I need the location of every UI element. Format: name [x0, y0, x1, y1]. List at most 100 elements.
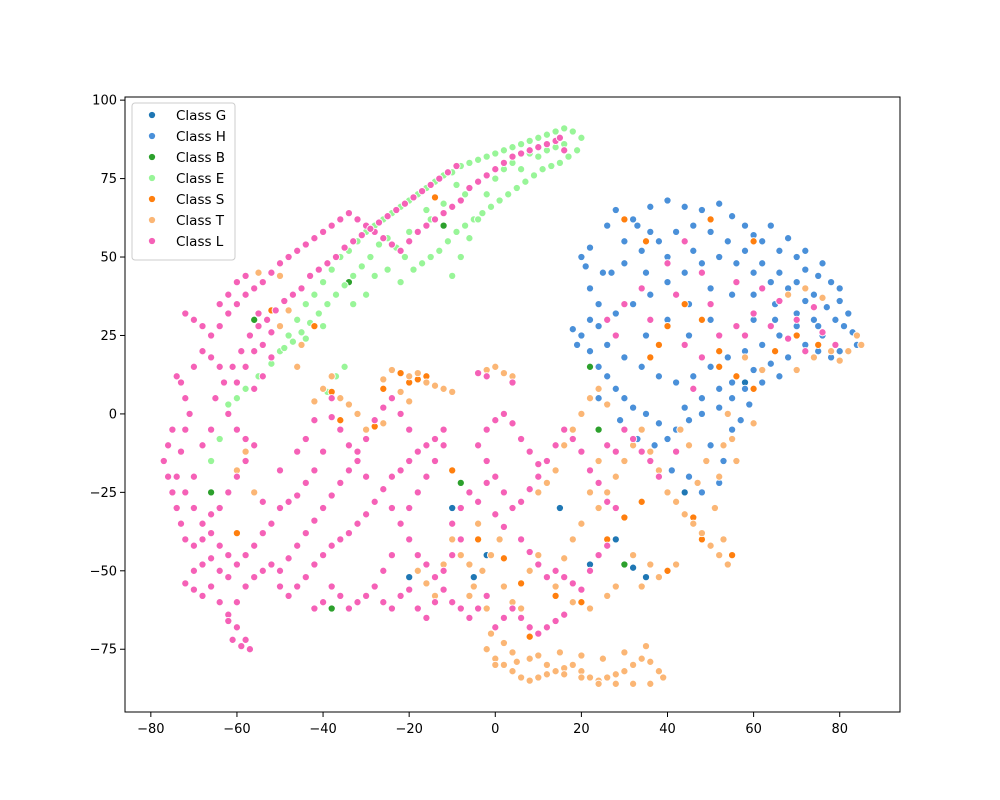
data-point — [517, 579, 526, 588]
data-point — [611, 447, 620, 456]
data-point — [353, 519, 362, 528]
data-point — [697, 205, 706, 215]
data-point — [396, 278, 405, 287]
data-point — [499, 409, 508, 418]
data-point — [159, 456, 168, 466]
data-point — [534, 651, 543, 660]
data-point — [164, 472, 173, 481]
series-class-l — [159, 133, 840, 654]
data-point — [456, 551, 465, 560]
data-point — [809, 290, 818, 299]
data-point — [482, 152, 491, 161]
data-point — [758, 259, 767, 268]
data-point — [215, 300, 224, 309]
data-point — [585, 488, 595, 497]
data-point — [280, 296, 289, 306]
data-point — [258, 529, 267, 538]
data-point — [646, 290, 655, 299]
data-point — [646, 657, 655, 666]
data-point — [616, 416, 625, 425]
data-point — [443, 237, 452, 246]
data-point — [551, 127, 560, 136]
data-point — [637, 246, 646, 255]
data-point — [349, 271, 358, 280]
data-point — [301, 573, 310, 582]
data-point — [740, 246, 750, 255]
data-point — [474, 215, 483, 224]
data-point — [706, 284, 715, 293]
data-point — [250, 347, 259, 356]
data-point — [525, 654, 534, 663]
data-point — [611, 309, 620, 318]
data-point — [594, 503, 603, 513]
data-point — [258, 278, 267, 287]
data-point — [465, 234, 474, 243]
data-point — [405, 372, 414, 381]
data-point — [637, 284, 646, 293]
data-point — [603, 497, 612, 506]
data-point — [198, 519, 207, 528]
data-point — [396, 387, 405, 396]
data-point — [491, 174, 500, 183]
data-point — [176, 378, 186, 387]
data-point — [801, 347, 810, 356]
data-point — [525, 566, 534, 575]
data-point — [422, 441, 431, 450]
data-point — [689, 384, 698, 393]
data-point — [784, 234, 793, 243]
data-point — [542, 670, 551, 679]
data-point — [405, 425, 414, 434]
data-point — [697, 488, 706, 497]
data-point — [456, 252, 465, 262]
data-point — [745, 400, 754, 409]
data-point — [663, 196, 672, 205]
data-point — [168, 488, 177, 497]
data-point — [499, 522, 508, 531]
data-point — [215, 322, 224, 331]
data-point — [499, 582, 508, 591]
data-point — [319, 322, 328, 331]
data-point — [732, 278, 741, 287]
data-point — [654, 372, 663, 381]
data-point — [697, 394, 706, 403]
data-point — [215, 503, 224, 513]
data-point — [469, 573, 478, 582]
data-point — [198, 560, 207, 569]
data-point — [336, 425, 345, 434]
data-point — [482, 190, 491, 199]
data-point — [594, 300, 603, 309]
data-point — [732, 259, 741, 268]
data-point — [491, 623, 500, 632]
data-point — [517, 613, 526, 622]
data-point — [577, 447, 586, 456]
data-point — [728, 425, 737, 434]
data-point — [555, 503, 564, 513]
data-point — [426, 252, 435, 262]
data-point — [275, 259, 285, 268]
data-point — [758, 378, 767, 387]
data-point — [508, 152, 517, 161]
data-point — [168, 425, 177, 434]
data-point — [650, 441, 659, 450]
data-point — [715, 252, 724, 262]
data-point — [405, 503, 414, 513]
data-point — [499, 554, 508, 563]
data-point — [486, 551, 496, 560]
data-point — [542, 140, 551, 149]
y-tick-label: −25 — [90, 486, 117, 501]
data-point — [525, 632, 534, 641]
data-point — [525, 136, 534, 145]
y-tick-label: 25 — [100, 329, 117, 344]
data-point — [250, 441, 259, 450]
series-class-t — [232, 268, 866, 688]
data-point — [379, 384, 388, 393]
data-point — [594, 394, 603, 403]
data-point — [654, 237, 663, 246]
data-point — [396, 246, 405, 255]
data-point — [491, 362, 500, 371]
data-point — [241, 582, 250, 591]
data-point — [297, 340, 306, 349]
data-point — [749, 419, 758, 428]
data-point — [465, 560, 474, 569]
